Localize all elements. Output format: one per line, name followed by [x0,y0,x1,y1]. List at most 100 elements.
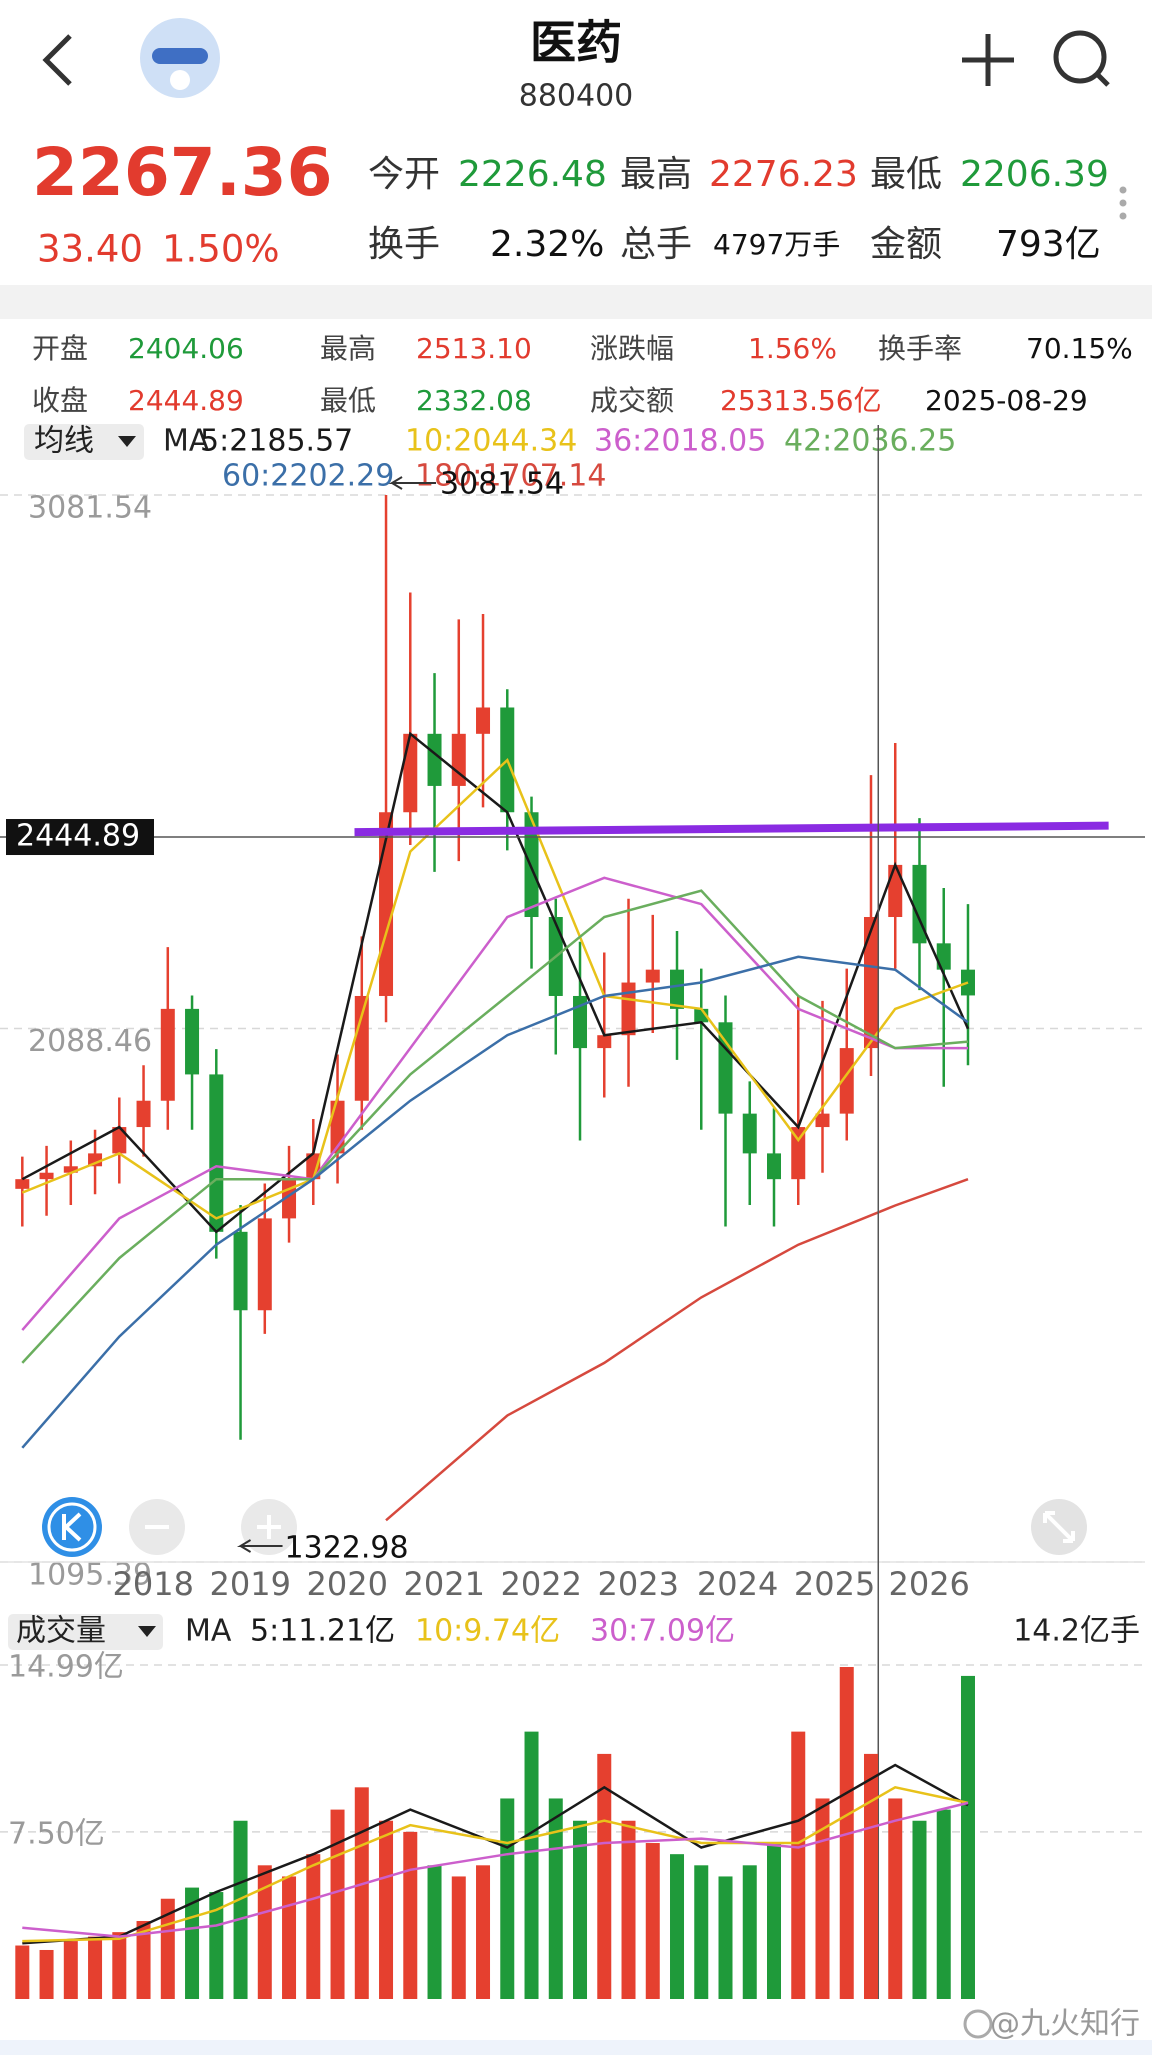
volume-bar [815,1798,830,1999]
ma-dropdown-label: 均线 [34,424,94,459]
volume-bar [718,1876,733,1999]
ma-label: MA [163,424,210,459]
dropdown-arrow [138,1626,156,1637]
x-tick-label: 2023 [597,1565,678,1603]
volume-bar [15,1945,30,1999]
dot [1119,199,1127,207]
candle-body [936,943,951,970]
stat-label: 总手 [620,224,692,265]
add-button[interactable] [962,34,1014,86]
candle-body [15,1179,30,1189]
candle-body [863,917,878,1049]
volume-bar [767,1843,782,1999]
volume-bar [960,1675,975,1999]
ma-line [21,889,969,1364]
volume-bar [330,1809,345,1999]
info-label: 成交额 [590,384,674,417]
candle-body [233,1231,248,1311]
info-value: 1.56% [748,332,837,365]
volume-unit: 14.2亿手 [1013,1614,1140,1649]
candle-body [160,1008,175,1101]
info-value: 2513.10 [416,332,532,365]
ma-legend: 36:2018.05 [594,424,766,459]
volume-bar [306,1854,321,1999]
zoom-out-button[interactable] [129,1499,185,1555]
volume-ma-legend: 30:7.09亿 [590,1614,735,1649]
avatar-face [170,70,190,90]
volume-bar [379,1820,394,1999]
volume-bar [742,1865,757,1999]
search-lens [1053,30,1107,84]
volume-ma-line [22,1785,969,1943]
fullscreen-button[interactable] [1031,1499,1087,1555]
volume-ma-legend: 10:9.74亿 [415,1614,560,1649]
ma-legend: 60:2202.29 [222,459,394,494]
watermark-icon [963,2009,993,2039]
volume-title: 成交量 [16,1614,106,1649]
bottom-bar [0,2040,1152,2055]
info-value: 25313.56亿 [720,384,882,417]
info-value: 2444.89 [128,384,244,417]
stat-label: 金额 [870,224,942,265]
stat-value: 2276.23 [709,154,858,195]
last-price: 2267.36 [32,134,333,211]
ma-legend: 10:2044.34 [405,424,577,459]
volume-ma-legend: 5:11.21亿 [250,1614,395,1649]
volume-bar [282,1876,297,1999]
info-label: 最高 [320,332,376,365]
candle-body [185,1008,200,1075]
annotation-arrow [388,476,437,490]
fs-arrows [1043,1511,1075,1543]
info-label: 最低 [320,384,376,417]
volume-bar [888,1798,903,1999]
ma-dropdown[interactable] [24,424,144,460]
zoom-in-button[interactable] [241,1499,297,1555]
stock-code: 880400 [519,79,634,114]
avatar[interactable] [140,18,220,98]
search-button[interactable] [1053,30,1110,87]
ma-line [21,955,969,1449]
volume-bar [936,1809,951,1999]
more-button[interactable] [1119,186,1127,220]
search-handle [1095,72,1110,87]
volume-bar [597,1753,612,1999]
stat-value: 2.32% [490,224,604,265]
volume-bar [209,1892,224,1999]
volume-ma-label: MA [185,1614,232,1649]
k-letter [62,1512,82,1542]
candle-body [767,1153,782,1180]
ma-legend: 42:2036.25 [784,424,956,459]
x-tick-label: 2022 [501,1565,582,1603]
volume-bar [500,1798,515,1999]
back-button[interactable] [42,34,72,86]
stat-value: 4797万手 [713,228,840,261]
volume-bar [233,1820,248,1999]
high-annotation: 3081.54 [440,467,564,502]
ma-legend: 5:2185.57 [200,424,353,459]
volume-bar [88,1936,103,1999]
candle-body [451,733,466,786]
x-tick-label: 2025 [794,1565,875,1603]
volume-bar [403,1831,418,1999]
volume-bar [548,1798,563,1999]
candle-body [742,1113,757,1154]
k-circle [42,1497,102,1557]
candle-body [645,969,660,983]
volume-bar [112,1932,127,1999]
y-tick-label: 14.99亿 [8,1650,124,1685]
avatar-glasses [152,48,208,64]
volume-bar [257,1865,272,1999]
x-tick-label: 2021 [404,1565,485,1603]
volume-dropdown[interactable] [8,1614,163,1650]
info-label: 涨跌幅 [590,332,674,365]
stat-label: 最低 [870,154,942,195]
candle-body [63,1166,78,1173]
volume-bar [863,1753,878,1999]
candle-body [839,1048,854,1114]
price-change: 33.40 [37,228,143,271]
candle-body [427,733,442,786]
info-label: 开盘 [32,332,88,365]
k-button[interactable] [42,1497,102,1557]
ma-line [21,876,968,1331]
info-label: 收盘 [32,384,88,417]
